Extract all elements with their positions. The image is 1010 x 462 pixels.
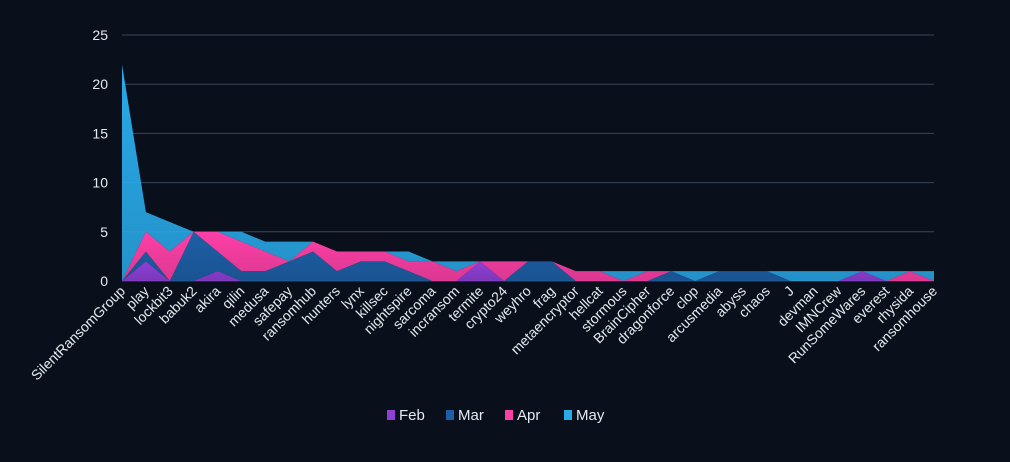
legend-swatch — [446, 410, 454, 420]
legend-swatch — [387, 410, 395, 420]
area-series-feb — [122, 261, 934, 281]
y-tick-label: 20 — [92, 76, 108, 92]
legend-label: May — [576, 407, 605, 424]
area-series-layer — [122, 64, 934, 282]
legend-item-may[interactable]: May — [564, 407, 605, 424]
y-tick-label: 15 — [92, 125, 108, 141]
legend-label: Apr — [517, 407, 540, 424]
x-tick-label: SilentRansomGroup — [28, 283, 129, 384]
legend-label: Mar — [458, 407, 484, 424]
legend-item-feb[interactable]: Feb — [387, 407, 425, 424]
legend-swatch — [505, 410, 513, 420]
legend-label: Feb — [399, 407, 425, 424]
legend-item-mar[interactable]: Mar — [446, 407, 484, 424]
y-axis: 0 5 10 15 20 25 — [92, 27, 108, 289]
legend-item-apr[interactable]: Apr — [505, 407, 540, 424]
y-tick-label: 5 — [100, 224, 108, 240]
area-series-apr — [122, 231, 934, 281]
y-tick-label: 10 — [92, 175, 108, 191]
area-series-mar — [122, 231, 934, 281]
x-axis: SilentRansomGroupplaylockbit3babuk2akira… — [28, 282, 941, 383]
legend: Feb Mar Apr May — [387, 407, 605, 424]
y-tick-label: 25 — [92, 27, 108, 43]
legend-swatch — [564, 410, 572, 420]
y-tick-label: 0 — [100, 273, 108, 289]
